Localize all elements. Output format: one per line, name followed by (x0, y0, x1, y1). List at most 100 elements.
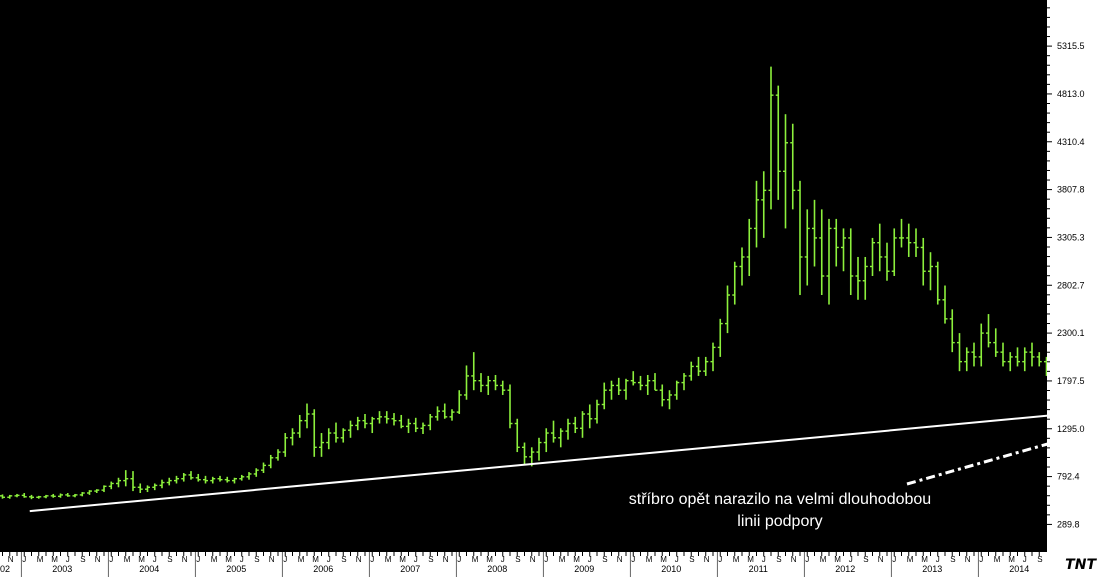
x-month-label: J (892, 555, 896, 564)
x-month-label: N (269, 555, 275, 564)
x-month-label: S (1037, 555, 1042, 564)
x-month-label: N (8, 555, 14, 564)
ohlc-bar (659, 384, 665, 407)
x-month-label: J (979, 555, 983, 564)
support-line-layer (29, 409, 1101, 513)
x-month-label: M (747, 555, 754, 564)
y-tick-label: 2802.7 (1057, 280, 1085, 290)
x-month-label: N (965, 555, 971, 564)
ohlc-bar (986, 314, 991, 348)
x-month-label: M (646, 555, 653, 564)
ohlc-bar (804, 209, 810, 286)
ohlc-bar (623, 378, 629, 400)
y-tick-label: 792.4 (1057, 472, 1080, 482)
ohlc-bar (50, 493, 56, 498)
ohlc-bar (681, 373, 687, 391)
ohlc-bar (928, 252, 933, 291)
ohlc-bar (174, 475, 179, 484)
ohlc-bar (638, 375, 643, 391)
ohlc-bar (899, 218, 904, 248)
x-month-label: J (370, 555, 374, 564)
ohlc-bar (493, 374, 498, 391)
ohlc-bar (471, 352, 477, 391)
ohlc-bar (21, 492, 27, 498)
ohlc-bar (949, 309, 955, 353)
x-month-label: M (211, 555, 218, 564)
ohlc-bar (500, 380, 506, 395)
y-tick-label: 4310.4 (1057, 137, 1085, 147)
ohlc-bar (652, 373, 658, 391)
ohlc-bar (427, 414, 433, 431)
y-tick-label: 1797.5 (1057, 376, 1085, 386)
ohlc-bar (616, 377, 622, 395)
x-month-label: J (240, 555, 244, 564)
ohlc-bar (1022, 347, 1028, 372)
x-month-label: N (530, 555, 536, 564)
ohlc-bar (123, 470, 129, 487)
ohlc-bar (152, 483, 158, 491)
ohlc-bar (935, 261, 941, 305)
x-month-label: M (225, 555, 232, 564)
ohlc-bar (290, 428, 295, 446)
annotation-line-2: linii podpory (737, 513, 823, 530)
x-month-label: M (820, 555, 827, 564)
x-month-label: M (834, 555, 841, 564)
ohlc-bar (282, 433, 288, 457)
ohlc-bar (812, 199, 817, 267)
ohlc-bar (195, 473, 201, 482)
ohlc-bar (725, 285, 730, 334)
x-month-label: S (80, 555, 85, 564)
ohlc-bar (449, 409, 455, 421)
ohlc-bar (145, 485, 150, 493)
ohlc-bar (340, 428, 346, 443)
x-month-label: J (631, 555, 635, 564)
x-year-label: 2012 (835, 564, 855, 574)
x-month-label: J (283, 555, 287, 564)
ohlc-bar (319, 433, 324, 457)
ohlc-bar (116, 477, 121, 488)
x-month-label: J (457, 555, 461, 564)
ohlc-bar (137, 483, 143, 493)
ohlc-bar (29, 494, 34, 500)
ohlc-bar (384, 411, 390, 424)
ohlc-bar (775, 85, 781, 200)
ohlc-bar (942, 285, 948, 324)
ohlc-bar (14, 493, 20, 498)
x-axis-panel (0, 552, 1101, 577)
x-month-label: M (37, 555, 44, 564)
ohlc-bar (398, 414, 404, 429)
ohlc-bar (188, 471, 194, 480)
ohlc-bar (442, 403, 448, 419)
x-month-label: M (660, 555, 667, 564)
x-month-label: S (776, 555, 781, 564)
ohlc-bar (768, 66, 774, 210)
y-tick-label: 3305.3 (1057, 232, 1085, 242)
ohlc-bar (667, 390, 672, 410)
x-year-label-partial: 02 (0, 564, 10, 574)
x-month-label: J (327, 555, 331, 564)
ohlc-bar (181, 473, 187, 482)
x-month-label: J (805, 555, 809, 564)
x-month-label: M (138, 555, 145, 564)
x-month-label: M (51, 555, 58, 564)
ohlc-bar (739, 247, 745, 286)
ohlc-bar (877, 223, 883, 272)
x-month-label: M (921, 555, 928, 564)
annotation-text: stříbro opět narazilo na velmi dlouhodob… (598, 489, 962, 533)
x-month-label: M (486, 555, 493, 564)
ohlc-bar (87, 490, 92, 495)
ohlc-bar (688, 361, 694, 381)
ohlc-bar (601, 382, 607, 410)
ohlc-bar (166, 477, 172, 486)
ohlc-bar (0, 494, 5, 499)
tnt-logo: TNT (1049, 555, 1099, 575)
x-year-label: 2004 (139, 564, 159, 574)
x-year-label: 2010 (661, 564, 681, 574)
x-month-label: S (689, 555, 694, 564)
ohlc-bar (1015, 347, 1020, 367)
x-month-label: J (675, 555, 679, 564)
ohlc-bar (906, 223, 912, 257)
ohlc-bar (703, 356, 709, 376)
x-year-label: 2003 (52, 564, 72, 574)
ohlc-bar (101, 485, 107, 493)
